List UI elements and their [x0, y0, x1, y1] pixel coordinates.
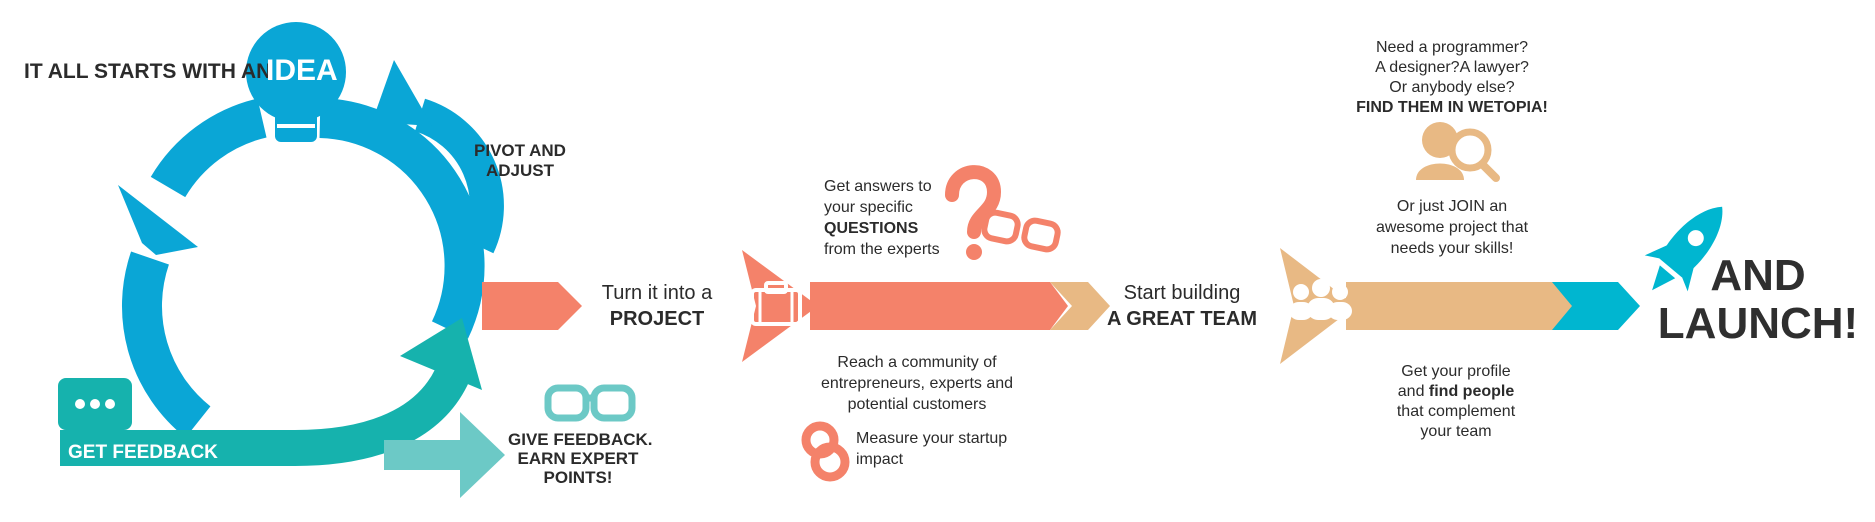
- project-arrows: [482, 250, 1068, 362]
- team-people-icon: [1289, 279, 1352, 320]
- expert-label: GIVE FEEDBACK. EARN EXPERT POINTS!: [508, 430, 653, 487]
- idea-prefix: IT ALL STARTS WITH AN: [24, 60, 272, 83]
- questions-label: Get answers to your specific QUESTIONS f…: [824, 178, 940, 258]
- feedback-arrowhead: [400, 318, 482, 390]
- cycle-arrowhead-left: [118, 185, 198, 255]
- join-label: Or just JOIN an awesome project that nee…: [1375, 198, 1529, 257]
- lightbulb-icon: [246, 22, 346, 142]
- idea-word: IDEA: [266, 54, 338, 87]
- question-mark-icon: [945, 165, 1061, 260]
- pivot-arc: [414, 98, 504, 254]
- get-feedback-label: GET FEEDBACK: [68, 442, 218, 463]
- feedback-curve: [60, 354, 476, 466]
- cycle-arc-left: [150, 98, 268, 198]
- project-label: Turn it into a PROJECT: [601, 282, 713, 330]
- person-search-icon: [1416, 122, 1500, 182]
- team-arrow-start: [1050, 282, 1110, 330]
- community-label: Reach a community of entrepreneurs, expe…: [820, 354, 1014, 413]
- pivot-label: PIVOT AND ADJUST: [474, 141, 566, 180]
- ampersand-icon: [801, 421, 850, 482]
- glasses-icon: [544, 384, 636, 422]
- rocket-icon: [1644, 206, 1723, 292]
- project-arrow-start: [482, 282, 582, 330]
- launch-label: AND LAUNCH!: [1657, 251, 1859, 348]
- team-bar: [1346, 282, 1580, 330]
- chat-bubble-icon: [58, 378, 132, 442]
- expert-arrow: [384, 412, 505, 498]
- pivot-arrowhead: [372, 60, 432, 126]
- cycle-arc-right: [319, 98, 485, 339]
- launch-arrow: [1552, 282, 1640, 330]
- project-bar: [810, 282, 1068, 330]
- feedback-flow: [60, 318, 482, 466]
- impact-label: Measure your startup impact: [856, 430, 1008, 468]
- team-label: Start building A GREAT TEAM: [1107, 282, 1257, 330]
- cycle-arc-bottom-left: [121, 251, 211, 438]
- find-label: Need a programmer? A designer?A lawyer? …: [1356, 39, 1548, 116]
- briefcase-icon: [750, 281, 802, 326]
- idea-cycle: [118, 60, 504, 438]
- briefcase-chevron: [742, 250, 818, 362]
- profile-label: Get your profile and find people that co…: [1396, 363, 1516, 440]
- idea-heading: IT ALL STARTS WITH AN: [24, 60, 271, 84]
